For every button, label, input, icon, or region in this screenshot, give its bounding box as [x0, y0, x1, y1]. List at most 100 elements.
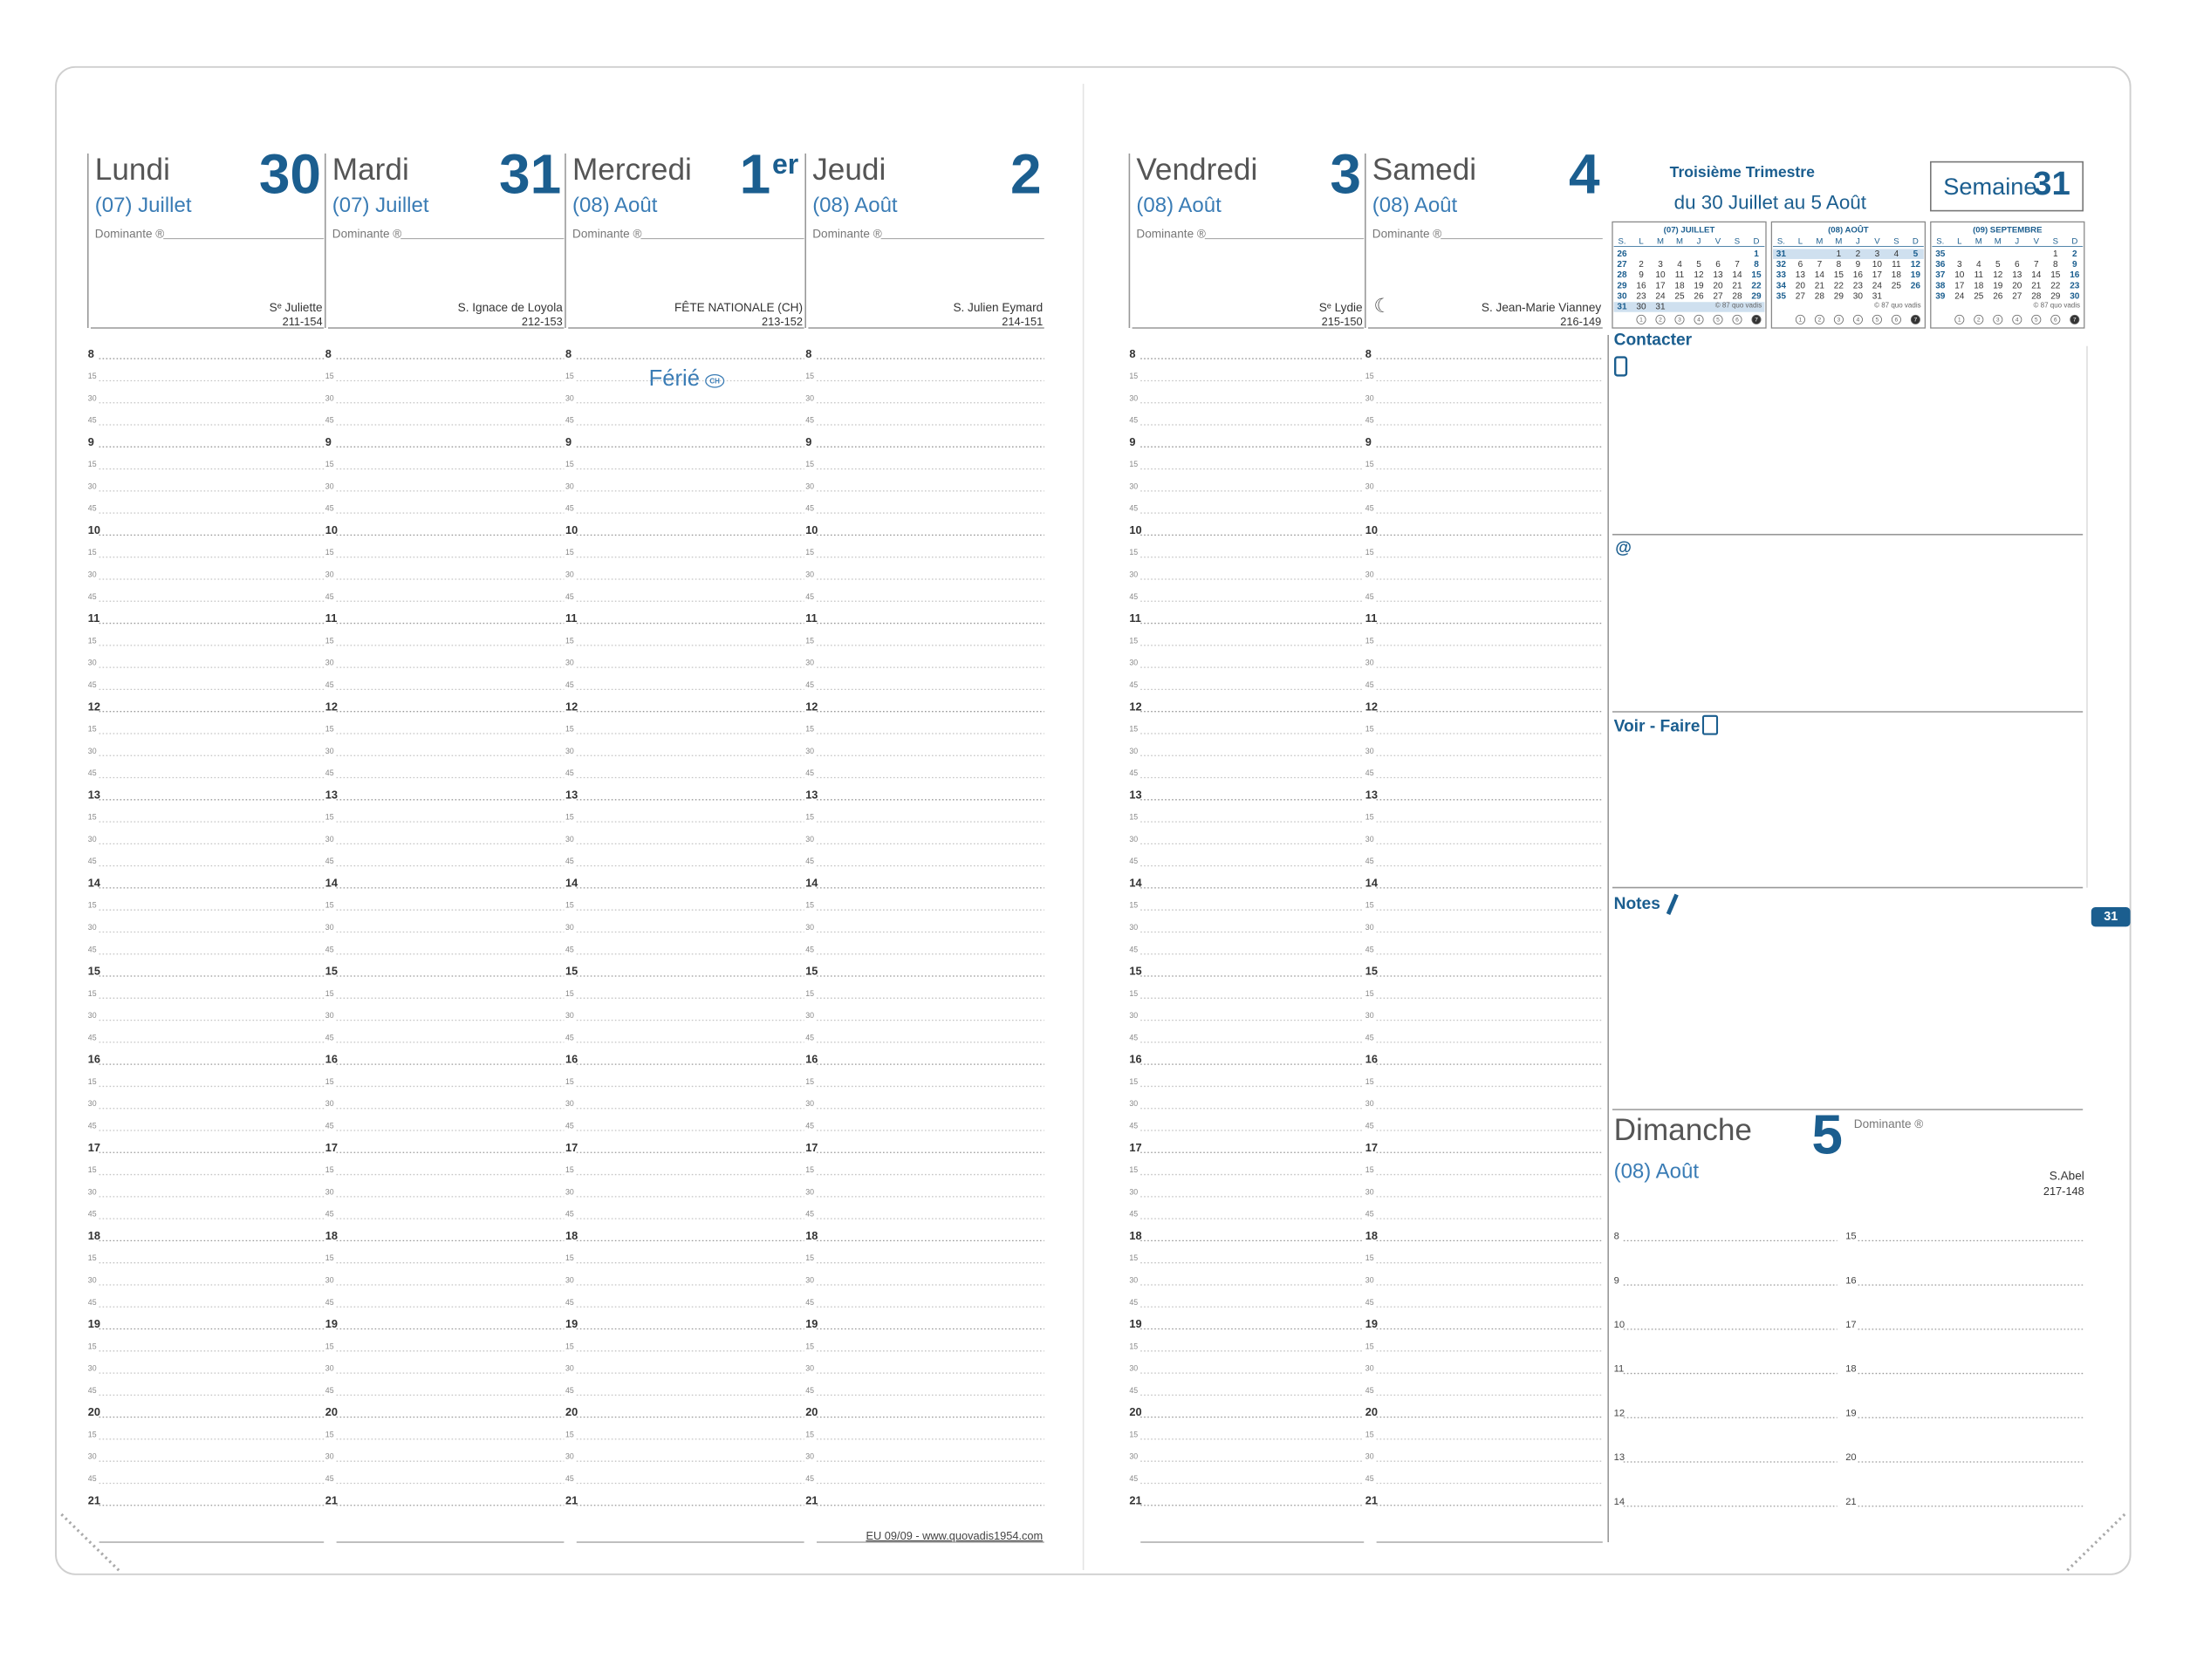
- hour-label: 9: [325, 435, 332, 448]
- quarter-label: 45: [1129, 504, 1138, 513]
- phone-icon: [1614, 356, 1628, 377]
- calendar-day: 14: [2031, 270, 2042, 280]
- hour-label: 10: [325, 523, 338, 536]
- quarter-label: 15: [565, 1430, 574, 1438]
- quarter-label: 45: [805, 416, 814, 425]
- quarter-label: 45: [565, 1298, 574, 1307]
- day-month: (08) Août: [1372, 194, 1458, 217]
- hour-label: 18: [1845, 1364, 1856, 1375]
- quarter-label: 15: [1365, 1430, 1374, 1438]
- hour-label: 15: [805, 965, 818, 978]
- quarter-label: 45: [88, 680, 97, 689]
- hour-label: 19: [88, 1317, 100, 1330]
- quarter-label: 15: [805, 989, 814, 998]
- weekday-circle: [1993, 314, 2003, 324]
- weekday-circle: [1636, 314, 1646, 324]
- footer-url: EU 09/09 - www.quovadis1954.com: [866, 1529, 1043, 1542]
- quarter-label: 15: [325, 989, 334, 998]
- calendar-credit: © 87 quo vadis: [1715, 302, 1762, 310]
- week-number: 33: [1776, 270, 1787, 280]
- quarter-label: 45: [88, 1122, 97, 1130]
- quarter-label: 45: [1129, 1033, 1138, 1041]
- quarter-label: 15: [325, 460, 334, 468]
- quarter-label: 15: [1129, 1165, 1138, 1174]
- calendar-day: 1: [1754, 249, 1759, 259]
- quarter-label: 45: [325, 768, 334, 777]
- calendar-day: 31: [1872, 291, 1883, 301]
- quarter-label: 45: [1129, 592, 1138, 601]
- section-title: Voir - Faire: [1614, 718, 1701, 736]
- section-title: Contacter: [1614, 331, 1693, 349]
- quarter-label: 45: [565, 1033, 574, 1041]
- quarter-label: 15: [805, 1077, 814, 1086]
- hour-label: 21: [1129, 1493, 1141, 1506]
- hour-label: 9: [1614, 1275, 1619, 1286]
- calendar-day: 5: [1696, 260, 1701, 270]
- quarter-label: 30: [1365, 659, 1374, 667]
- quarter-label: 30: [805, 659, 814, 667]
- quarter-label: 15: [325, 901, 334, 910]
- calendar-title: (08) AOÛT: [1828, 225, 1869, 236]
- quarter-label: 30: [805, 1452, 814, 1461]
- quarter-label: 15: [805, 548, 814, 557]
- quarter-label: 30: [88, 747, 97, 755]
- quarter-label: 15: [325, 636, 334, 645]
- calendar-day: 15: [1751, 270, 1762, 280]
- day-of-year: 214-151: [1002, 315, 1043, 328]
- quarter-label: 45: [325, 416, 334, 425]
- quarter-label: 45: [805, 680, 814, 689]
- hour-label: 8: [805, 347, 811, 360]
- weekday-header: M: [1676, 236, 1683, 246]
- saint-name: S.Abel: [2050, 1169, 2084, 1182]
- hour-label: 14: [88, 876, 101, 889]
- hour-label: 15: [1365, 965, 1378, 978]
- quarter-label: 30: [325, 481, 334, 490]
- hour-label: 11: [565, 611, 578, 625]
- weekday-circle: [1694, 314, 1704, 324]
- week-number: 31: [2033, 165, 2070, 202]
- hour-label: 13: [1129, 788, 1141, 801]
- quarter-label: 15: [325, 548, 334, 557]
- weekday-circle: [1655, 314, 1666, 324]
- quarter-label: 45: [88, 1298, 97, 1307]
- hour-label: 12: [565, 700, 578, 713]
- weekday-circle: [1814, 314, 1824, 324]
- quarter-label: 45: [565, 945, 574, 953]
- hour-label: 8: [325, 347, 332, 360]
- weekday-circle: [1751, 314, 1762, 324]
- quarter-label: 30: [88, 1099, 97, 1108]
- quarter-label: 30: [805, 570, 814, 579]
- quarter-label: 45: [1129, 768, 1138, 777]
- quarter-label: 15: [565, 1253, 574, 1262]
- quarter-label: 30: [88, 1364, 97, 1373]
- hour-label: 11: [805, 611, 818, 625]
- quarter-label: 30: [88, 659, 97, 667]
- calendar-day: 21: [1815, 281, 1825, 290]
- calendar-title: (07) JUILLET: [1664, 226, 1715, 236]
- weekday-header: J: [1856, 236, 1860, 246]
- mini-calendar: [1930, 221, 2085, 329]
- section-title: @: [1615, 539, 1632, 557]
- section-title: Notes: [1614, 895, 1660, 913]
- calendar-day: 13: [1796, 270, 1806, 280]
- weekday-number: 5: [1876, 318, 1879, 324]
- weekday-header: S: [2053, 236, 2058, 246]
- quarter-label: 30: [1129, 1187, 1138, 1196]
- weekday-circle: [1795, 314, 1805, 324]
- quarter-label: 15: [88, 989, 97, 998]
- quarter-label: 15: [1365, 724, 1374, 733]
- hour-label: 21: [88, 1493, 100, 1506]
- quarter-label: 45: [88, 768, 97, 777]
- weekday-circle: [2050, 314, 2061, 324]
- weekday-header: S.: [1777, 236, 1785, 246]
- weekday-circle: [1674, 314, 1685, 324]
- calendar-day: 30: [1636, 303, 1646, 312]
- weekday-circle: [1713, 314, 1723, 324]
- calendar-day: 27: [1713, 291, 1723, 301]
- quarter-label: 30: [1129, 481, 1138, 490]
- hour-label: 20: [565, 1405, 578, 1418]
- weekday-header: L: [1639, 236, 1644, 246]
- quarter-label: 15: [325, 1342, 334, 1350]
- weekday-header: M: [1816, 236, 1823, 246]
- hour-label: 20: [1365, 1405, 1378, 1418]
